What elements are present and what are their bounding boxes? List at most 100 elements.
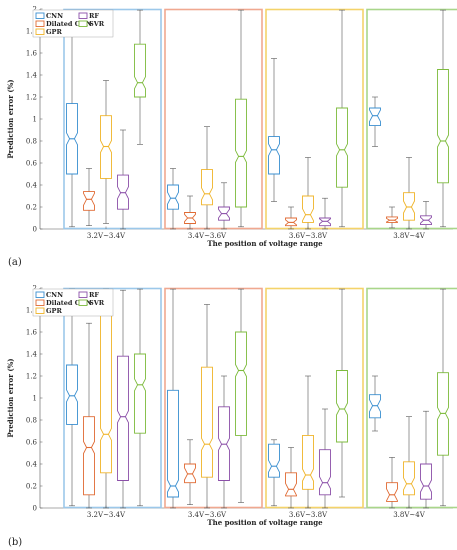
y-tick-label: 0.4 (26, 460, 38, 468)
legend-swatch (35, 307, 45, 314)
legend-swatch (35, 299, 45, 306)
box-svr (437, 288, 449, 507)
box-dilated-cnn (184, 439, 196, 506)
x-tick-label: 3.2V~3.4V (87, 511, 126, 519)
box-body (167, 389, 179, 498)
x-axis-label: The position of voltage range (207, 239, 323, 248)
box-svr (235, 9, 247, 228)
box-body (336, 370, 348, 443)
y-tick-label: 1.4 (26, 71, 38, 79)
box-rf (319, 197, 331, 230)
box-gpr (403, 416, 415, 509)
box-dilated-cnn (83, 322, 95, 509)
y-tick-label: 0.4 (26, 181, 38, 189)
y-tick-label: 1 (33, 394, 37, 402)
box-body (285, 472, 297, 497)
category-frame (265, 8, 364, 230)
legend-swatch (78, 291, 88, 298)
box-dilated-cnn (184, 195, 196, 230)
legend-label: RF (89, 12, 99, 20)
y-axis-label: Prediction error (%) (6, 358, 15, 437)
box-body (268, 443, 280, 478)
box-body (235, 98, 247, 208)
box-cnn (268, 439, 280, 507)
legend-frame (32, 288, 114, 317)
box-body (201, 169, 213, 206)
box-body (83, 191, 95, 211)
x-tick-label: 3.8V~4V (393, 511, 426, 519)
x-axis-label: The position of voltage range (207, 518, 323, 527)
legend-label: SVR (89, 299, 105, 307)
legend-swatch (35, 20, 45, 27)
y-tick-label: 1.6 (26, 49, 38, 57)
category-frame (366, 287, 457, 509)
box-dilated-cnn (285, 447, 297, 509)
box-rf (218, 182, 230, 230)
box-body (134, 353, 146, 434)
box-body (268, 136, 280, 175)
legend-label: GPR (46, 307, 62, 315)
box-gpr (302, 375, 314, 509)
box-body (117, 355, 129, 481)
box-body (235, 331, 247, 436)
y-tick-label: 0.2 (26, 203, 37, 211)
y-tick-label: 0.6 (26, 438, 38, 446)
category-frame (63, 287, 162, 509)
x-tick-label: 3.6V~3.8V (289, 232, 328, 240)
x-tick-label: 3.4V~3.6V (188, 232, 227, 240)
box-body (167, 184, 179, 210)
y-tick-label: 1.2 (26, 372, 37, 380)
box-svr (336, 9, 348, 228)
box-body (369, 107, 381, 127)
box-body (134, 43, 146, 98)
box-cnn (66, 288, 78, 507)
legend-frame (32, 9, 114, 38)
category-frame (164, 8, 263, 230)
legend-swatch (35, 12, 45, 19)
box-gpr (100, 80, 112, 224)
box-rf (117, 129, 129, 230)
legend-label: CNN (46, 12, 63, 20)
y-tick-label: 1.8 (26, 27, 37, 35)
box-body (83, 416, 95, 496)
legend-swatch (78, 20, 88, 27)
box-body (336, 107, 348, 188)
legend-swatch (78, 299, 88, 306)
y-tick-label: 1.6 (26, 328, 38, 336)
legend-label: RF (89, 291, 99, 299)
box-cnn (268, 58, 280, 202)
box-cnn (369, 375, 381, 432)
box-body (403, 461, 415, 496)
box-gpr (201, 304, 213, 509)
box-svr (134, 288, 146, 507)
category-frame (265, 287, 364, 509)
legend-label: CNN (46, 291, 63, 299)
box-svr (336, 288, 348, 498)
box-rf (117, 289, 129, 509)
y-tick-label: 2 (33, 5, 37, 13)
panel-label-b: (b) (8, 537, 22, 548)
x-tick-label: 3.6V~3.8V (289, 511, 328, 519)
box-body (100, 313, 112, 474)
box-rf (420, 201, 432, 230)
y-tick-label: 0.8 (26, 416, 37, 424)
panel-a: 0 0.2 0.4 0.6 0.8 1 1.2 1.4 1.6 1.8 2 Prediction er… (6, 5, 457, 248)
y-axis-label: Prediction error (%) (6, 79, 15, 158)
y-tick-label: 2 (33, 284, 37, 292)
panel-label-a: (a) (8, 257, 22, 268)
box-body (201, 366, 213, 478)
box-svr (134, 9, 146, 145)
box-body (218, 406, 230, 481)
legend-label: Dilated CNN (46, 299, 92, 307)
box-dilated-cnn (285, 206, 297, 230)
box-gpr (201, 126, 213, 230)
y-tick-label: 0.8 (26, 137, 37, 145)
box-cnn (167, 288, 179, 509)
legend-label: GPR (46, 28, 62, 36)
box-body (319, 449, 331, 496)
box-body (66, 364, 78, 425)
box-cnn (66, 17, 78, 228)
box-body (437, 69, 449, 184)
